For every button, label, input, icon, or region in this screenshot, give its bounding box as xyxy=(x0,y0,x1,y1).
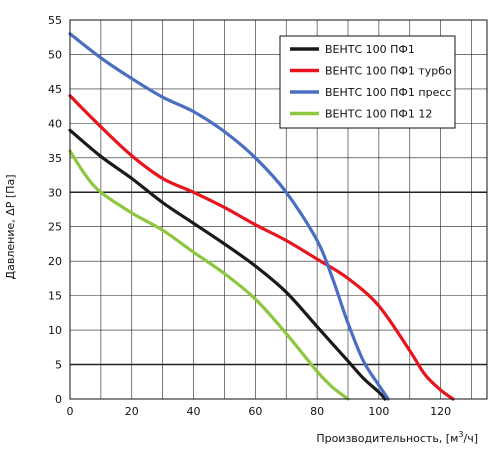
y-tick-label: 15 xyxy=(48,290,62,303)
y-tick-label: 25 xyxy=(48,221,62,234)
x-axis-title-tail: /ч] xyxy=(464,432,479,445)
x-tick-label: 20 xyxy=(125,405,139,418)
series-line-3 xyxy=(68,32,390,401)
series-group xyxy=(68,32,455,401)
y-tick-label: 0 xyxy=(55,393,62,406)
y-axis-title: Давление, ΔР [Па] xyxy=(4,175,17,280)
plot-border xyxy=(69,19,488,400)
legend: ВЕНТС 100 ПФ1 ВЕНТС 100 ПФ1 турбо ВЕНТС 10… xyxy=(279,35,456,129)
x-tick-label: 60 xyxy=(248,405,262,418)
y-tick-label: 50 xyxy=(48,48,62,61)
series-line-4 xyxy=(68,149,350,401)
y-tick-label: 5 xyxy=(55,359,62,372)
x-tick-label: 100 xyxy=(368,405,389,418)
y-tick-label: 30 xyxy=(48,186,62,199)
x-tick-label: 80 xyxy=(310,405,324,418)
series-line-2 xyxy=(68,94,455,401)
legend-label-3: ВЕНТС 100 ПФ1 пресс xyxy=(325,86,451,99)
legend-label-1: ВЕНТС 100 ПФ1 xyxy=(325,43,415,56)
y-tick-label: 35 xyxy=(48,152,62,165)
x-tick-label: 40 xyxy=(187,405,201,418)
legend-label-2: ВЕНТС 100 ПФ1 турбо xyxy=(325,65,452,78)
y-tick-label: 45 xyxy=(48,83,62,96)
x-tick-label: 120 xyxy=(430,405,451,418)
y-tick-label: 20 xyxy=(48,255,62,268)
series-line-1 xyxy=(68,128,387,401)
tick-labels: 0 5 10 15 20 25 30 35 40 45 50 55 0 20 40 60 80 100 120 xyxy=(48,14,451,418)
x-axis-title-sup: 3 xyxy=(458,430,463,439)
x-tick-label: 0 xyxy=(67,405,74,418)
y-tick-label: 10 xyxy=(48,324,62,337)
y-tick-label: 55 xyxy=(48,14,62,27)
x-axis-title: Производительность, [м3/ч] xyxy=(316,430,478,445)
y-tick-label: 40 xyxy=(48,117,62,130)
x-axis-title-main: Производительность, [м xyxy=(316,432,458,445)
legend-label-4: ВЕНТС 100 ПФ1 12 xyxy=(325,108,432,121)
